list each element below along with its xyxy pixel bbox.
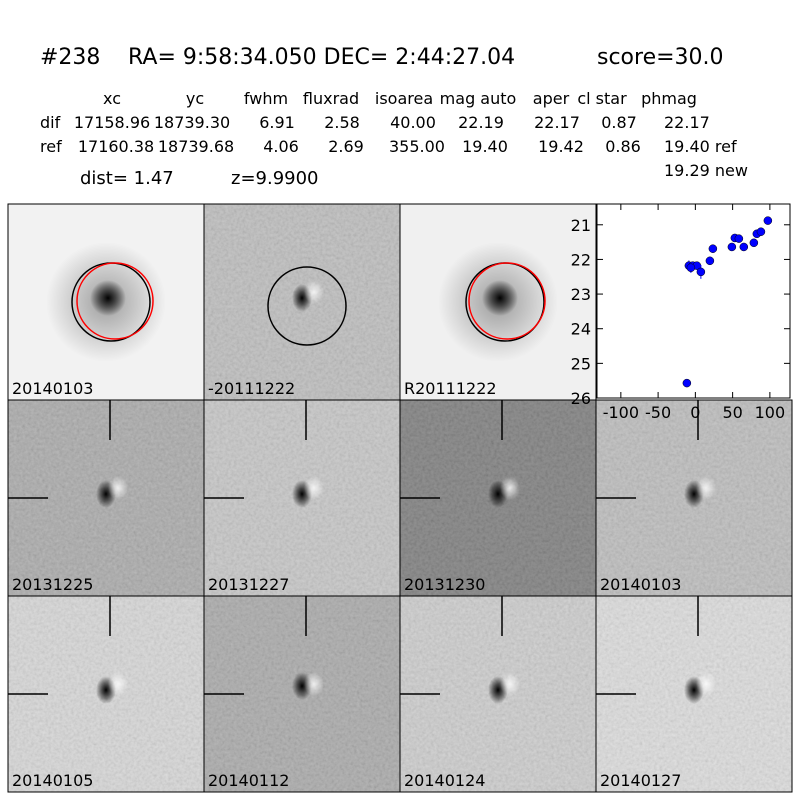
point bbox=[708, 244, 718, 253]
cell: 2.69 bbox=[328, 137, 364, 156]
stamp-label: 20131230 bbox=[404, 575, 485, 594]
point bbox=[739, 242, 749, 252]
x-tick-label: -50 bbox=[645, 403, 671, 422]
stamp-frame bbox=[595, 595, 793, 793]
cell: 22.17 bbox=[664, 113, 710, 132]
column-header: xc bbox=[103, 89, 121, 108]
cell: 4.06 bbox=[263, 137, 299, 156]
stamp-label: 20131225 bbox=[12, 575, 93, 594]
cell: 22.17 bbox=[534, 113, 580, 132]
stamp-residual bbox=[304, 476, 324, 500]
stamp-residual bbox=[500, 476, 520, 500]
column-header: phmag bbox=[641, 89, 697, 108]
stamp-residual bbox=[696, 476, 716, 500]
stamp-label: 20140124 bbox=[404, 771, 485, 790]
stamp-label: 20140103 bbox=[600, 575, 681, 594]
aperture-ref bbox=[468, 262, 546, 340]
point bbox=[686, 263, 696, 272]
cell: 0.86 bbox=[605, 137, 641, 156]
y-tick-label: 23 bbox=[571, 285, 591, 304]
point bbox=[727, 242, 737, 252]
stamp-label: 20131227 bbox=[208, 575, 289, 594]
object-id: #238 bbox=[40, 45, 100, 70]
stamp-label: 20140127 bbox=[600, 771, 681, 790]
column-header: mag auto bbox=[440, 89, 517, 108]
cell: 18739.30 bbox=[154, 113, 230, 132]
x-tick-label: 50 bbox=[722, 403, 742, 422]
cell: 0.87 bbox=[601, 113, 637, 132]
stamp-residual bbox=[500, 672, 520, 696]
point bbox=[756, 227, 766, 236]
cell: 22.19 bbox=[458, 113, 504, 132]
cell: 355.00 bbox=[389, 137, 445, 156]
column-header: aper bbox=[533, 89, 570, 108]
y-tick-label: 25 bbox=[571, 354, 591, 373]
cell: 19.40 ref bbox=[664, 137, 737, 156]
point bbox=[763, 216, 773, 225]
coordinates: RA= 9:58:34.050 DEC= 2:44:27.04 bbox=[128, 45, 515, 70]
stamp-label: R20111222 bbox=[404, 379, 497, 398]
stamp-residual bbox=[696, 672, 716, 696]
stamp-residual bbox=[304, 672, 324, 696]
point bbox=[682, 378, 692, 388]
stamp-residual bbox=[108, 672, 128, 696]
column-header: fwhm bbox=[244, 89, 288, 108]
row-label: ref bbox=[40, 137, 62, 156]
cell: 2.58 bbox=[324, 113, 360, 132]
row-label: dif bbox=[40, 113, 61, 132]
stamps: 20140103 -20111222 R20111222 20131225 201312… bbox=[7, 203, 793, 793]
dist: dist= 1.47 bbox=[80, 168, 174, 189]
aperture bbox=[267, 266, 347, 346]
y-tick-label: 21 bbox=[571, 216, 591, 235]
point bbox=[696, 267, 706, 277]
point bbox=[734, 234, 744, 243]
stamp-source bbox=[90, 280, 126, 316]
redshift: z=9.9900 bbox=[231, 168, 319, 189]
aperture-ref bbox=[76, 262, 154, 340]
point bbox=[705, 256, 715, 266]
x-tick-label: 100 bbox=[755, 403, 786, 422]
stamp-residual bbox=[108, 476, 128, 500]
score: score=30.0 bbox=[597, 45, 724, 70]
cell: 17158.96 bbox=[74, 113, 150, 132]
phmag-new: 19.29 new bbox=[664, 161, 748, 180]
point bbox=[749, 238, 759, 248]
y-tick-label: 22 bbox=[571, 250, 591, 269]
column-header: fluxrad bbox=[303, 89, 359, 108]
y-tick-label: 24 bbox=[571, 320, 591, 339]
x-tick-label: 0 bbox=[690, 403, 700, 422]
column-header: cl star bbox=[577, 89, 627, 108]
cell: 18739.68 bbox=[158, 137, 234, 156]
cell: 6.91 bbox=[259, 113, 295, 132]
column-header: isoarea bbox=[375, 89, 433, 108]
column-header: yc bbox=[186, 89, 204, 108]
cell: 19.42 bbox=[538, 137, 584, 156]
light-curve: 21 22 23 24 25 26 -100 -50 0 50 100 bbox=[571, 203, 791, 422]
stamp-label: -20111222 bbox=[208, 379, 295, 398]
stamp-label: 20140105 bbox=[12, 771, 93, 790]
stamp-source bbox=[482, 280, 518, 316]
stamp-label: 20140103 bbox=[12, 379, 93, 398]
x-tick-label: -100 bbox=[603, 403, 639, 422]
stamp-residual bbox=[304, 280, 324, 304]
cell: 19.40 bbox=[462, 137, 508, 156]
stamp-label: 20140112 bbox=[208, 771, 289, 790]
y-tick-label: 26 bbox=[571, 389, 591, 408]
cell: 17160.38 bbox=[78, 137, 154, 156]
cell: 40.00 bbox=[390, 113, 436, 132]
